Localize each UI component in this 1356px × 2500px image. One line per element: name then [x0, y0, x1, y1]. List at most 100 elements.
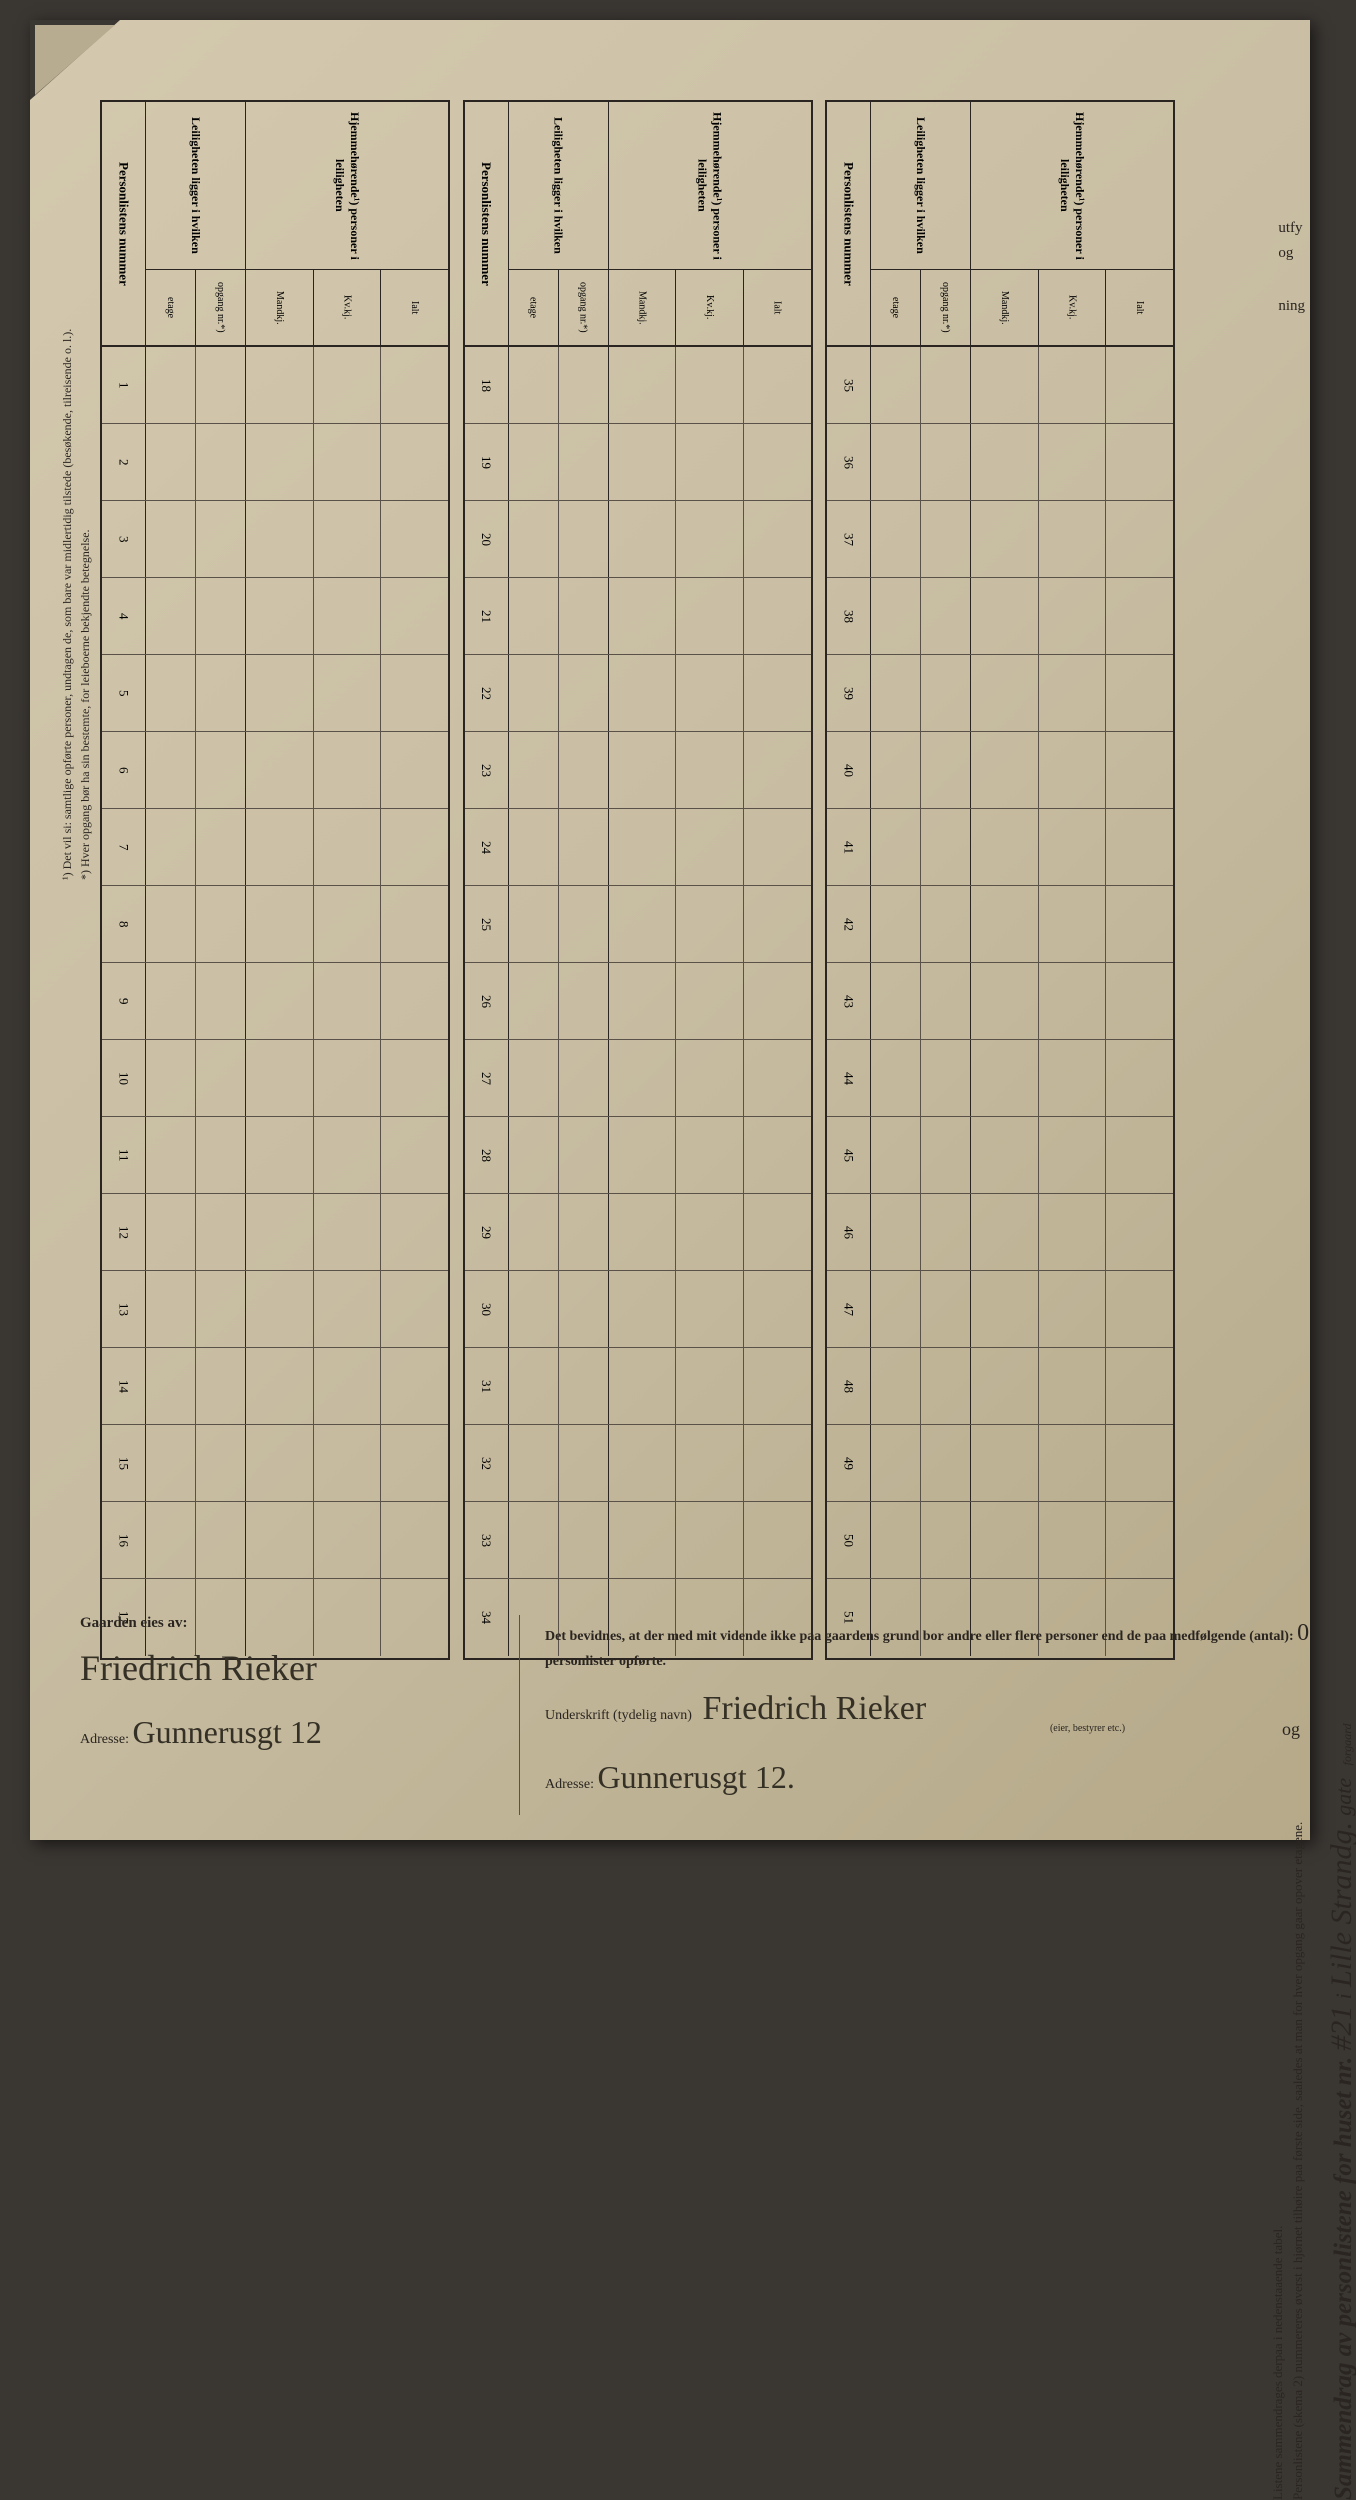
cell-ialt: [381, 809, 448, 885]
row-number: 12: [102, 1194, 146, 1270]
statement-main: Det bevidnes, at der med mit vidende ikk…: [545, 1629, 1294, 1644]
cell-mandkj: [609, 886, 677, 962]
cell-opgang: [921, 655, 971, 731]
cell-kvkj: [676, 732, 744, 808]
cell-kvkj: [1039, 347, 1107, 423]
row-number: 29: [465, 1194, 509, 1270]
cell-etage: [871, 424, 921, 500]
adresse2-label: Adresse:: [545, 1777, 594, 1792]
cell-etage: [146, 347, 196, 423]
cell-opgang: [196, 578, 246, 654]
cell-ialt: [1106, 501, 1173, 577]
cell-opgang: [559, 886, 609, 962]
cell-opgang: [196, 1425, 246, 1501]
bottom-section: Gaarden eies av: Friedrich Rieker Adress…: [80, 1615, 1330, 1815]
cell-opgang: [921, 886, 971, 962]
cell-mandkj: [971, 347, 1039, 423]
cell-opgang: [559, 963, 609, 1039]
cell-ialt: [744, 655, 811, 731]
underskrift-label: Underskrift (tydelig navn): [545, 1708, 692, 1723]
cell-ialt: [1106, 1348, 1173, 1424]
cell-mandkj: [609, 578, 677, 654]
cell-kvkj: [1039, 501, 1107, 577]
header-leiligheten-sub: etage opgang nr.*): [146, 270, 245, 345]
fragment-og: og: [1278, 245, 1305, 262]
cell-mandkj: [246, 732, 314, 808]
cell-etage: [146, 1117, 196, 1193]
table-row: 32: [465, 1425, 811, 1502]
cell-ialt: [744, 1425, 811, 1501]
cell-ialt: [1106, 732, 1173, 808]
row-number: 4: [102, 578, 146, 654]
cell-ialt: [1106, 1040, 1173, 1116]
adresse2-line: Adresse: Gunnerusgt 12.: [545, 1759, 1330, 1796]
cell-mandkj: [971, 886, 1039, 962]
cell-ialt: [381, 1348, 448, 1424]
cell-kvkj: [314, 1271, 382, 1347]
cell-mandkj: [971, 1348, 1039, 1424]
cell-etage: [871, 655, 921, 731]
table-row: 16: [102, 1502, 448, 1579]
header-mandkj: Mandkj.: [971, 270, 1039, 345]
cell-etage: [146, 424, 196, 500]
cell-mandkj: [971, 578, 1039, 654]
cell-ialt: [381, 1194, 448, 1270]
cell-opgang: [196, 886, 246, 962]
table-row: 35: [827, 347, 1173, 424]
table-row: 39: [827, 655, 1173, 732]
cell-etage: [146, 1040, 196, 1116]
cell-ialt: [381, 347, 448, 423]
cell-mandkj: [971, 1502, 1039, 1578]
cell-opgang: [921, 1425, 971, 1501]
statement-section: Det bevidnes, at der med mit vidende ikk…: [520, 1615, 1330, 1815]
table-block-3: Personlistens nummer Leiligheten ligger …: [825, 100, 1175, 1660]
cell-etage: [509, 1502, 559, 1578]
cell-etage: [871, 732, 921, 808]
cell-opgang: [559, 655, 609, 731]
cell-opgang: [921, 1271, 971, 1347]
cell-ialt: [381, 886, 448, 962]
cell-mandkj: [609, 1502, 677, 1578]
cell-opgang: [921, 347, 971, 423]
header-opgang: opgang nr.*): [196, 270, 245, 345]
cell-mandkj: [971, 732, 1039, 808]
cell-ialt: [381, 501, 448, 577]
cell-etage: [871, 578, 921, 654]
title-prefix: Sammendrag av personlistene for huset nr…: [1330, 2057, 1356, 2500]
cell-mandkj: [609, 1425, 677, 1501]
header-leiligheten: Leiligheten ligger i hvilken etage opgan…: [871, 102, 971, 345]
cell-kvkj: [676, 1040, 744, 1116]
header-hjemme-label: Hjemmehørende¹) personer i leiligheten: [246, 102, 448, 270]
row-number: 45: [827, 1117, 871, 1193]
row-number: 8: [102, 886, 146, 962]
row-number: 26: [465, 963, 509, 1039]
table-header: Personlistens nummer Leiligheten ligger …: [827, 102, 1173, 347]
cell-etage: [146, 1271, 196, 1347]
table-row: 29: [465, 1194, 811, 1271]
cell-mandkj: [971, 963, 1039, 1039]
cell-etage: [871, 1348, 921, 1424]
cell-mandkj: [246, 1348, 314, 1424]
cell-kvkj: [676, 501, 744, 577]
table-row: 1: [102, 347, 448, 424]
table-row: 19: [465, 424, 811, 501]
cell-opgang: [196, 963, 246, 1039]
cell-opgang: [559, 424, 609, 500]
table-row: 27: [465, 1040, 811, 1117]
row-number: 16: [102, 1502, 146, 1578]
row-number: 20: [465, 501, 509, 577]
cell-ialt: [1106, 655, 1173, 731]
table-row: 5: [102, 655, 448, 732]
cell-ialt: [381, 655, 448, 731]
cell-ialt: [744, 578, 811, 654]
cell-opgang: [559, 1502, 609, 1578]
cell-mandkj: [246, 1425, 314, 1501]
cell-mandkj: [971, 809, 1039, 885]
row-number: 48: [827, 1348, 871, 1424]
row-number: 27: [465, 1040, 509, 1116]
header-kvkj: Kv.kj.: [676, 270, 744, 345]
cell-ialt: [381, 1271, 448, 1347]
cell-mandkj: [609, 347, 677, 423]
row-number: 22: [465, 655, 509, 731]
cell-etage: [146, 501, 196, 577]
